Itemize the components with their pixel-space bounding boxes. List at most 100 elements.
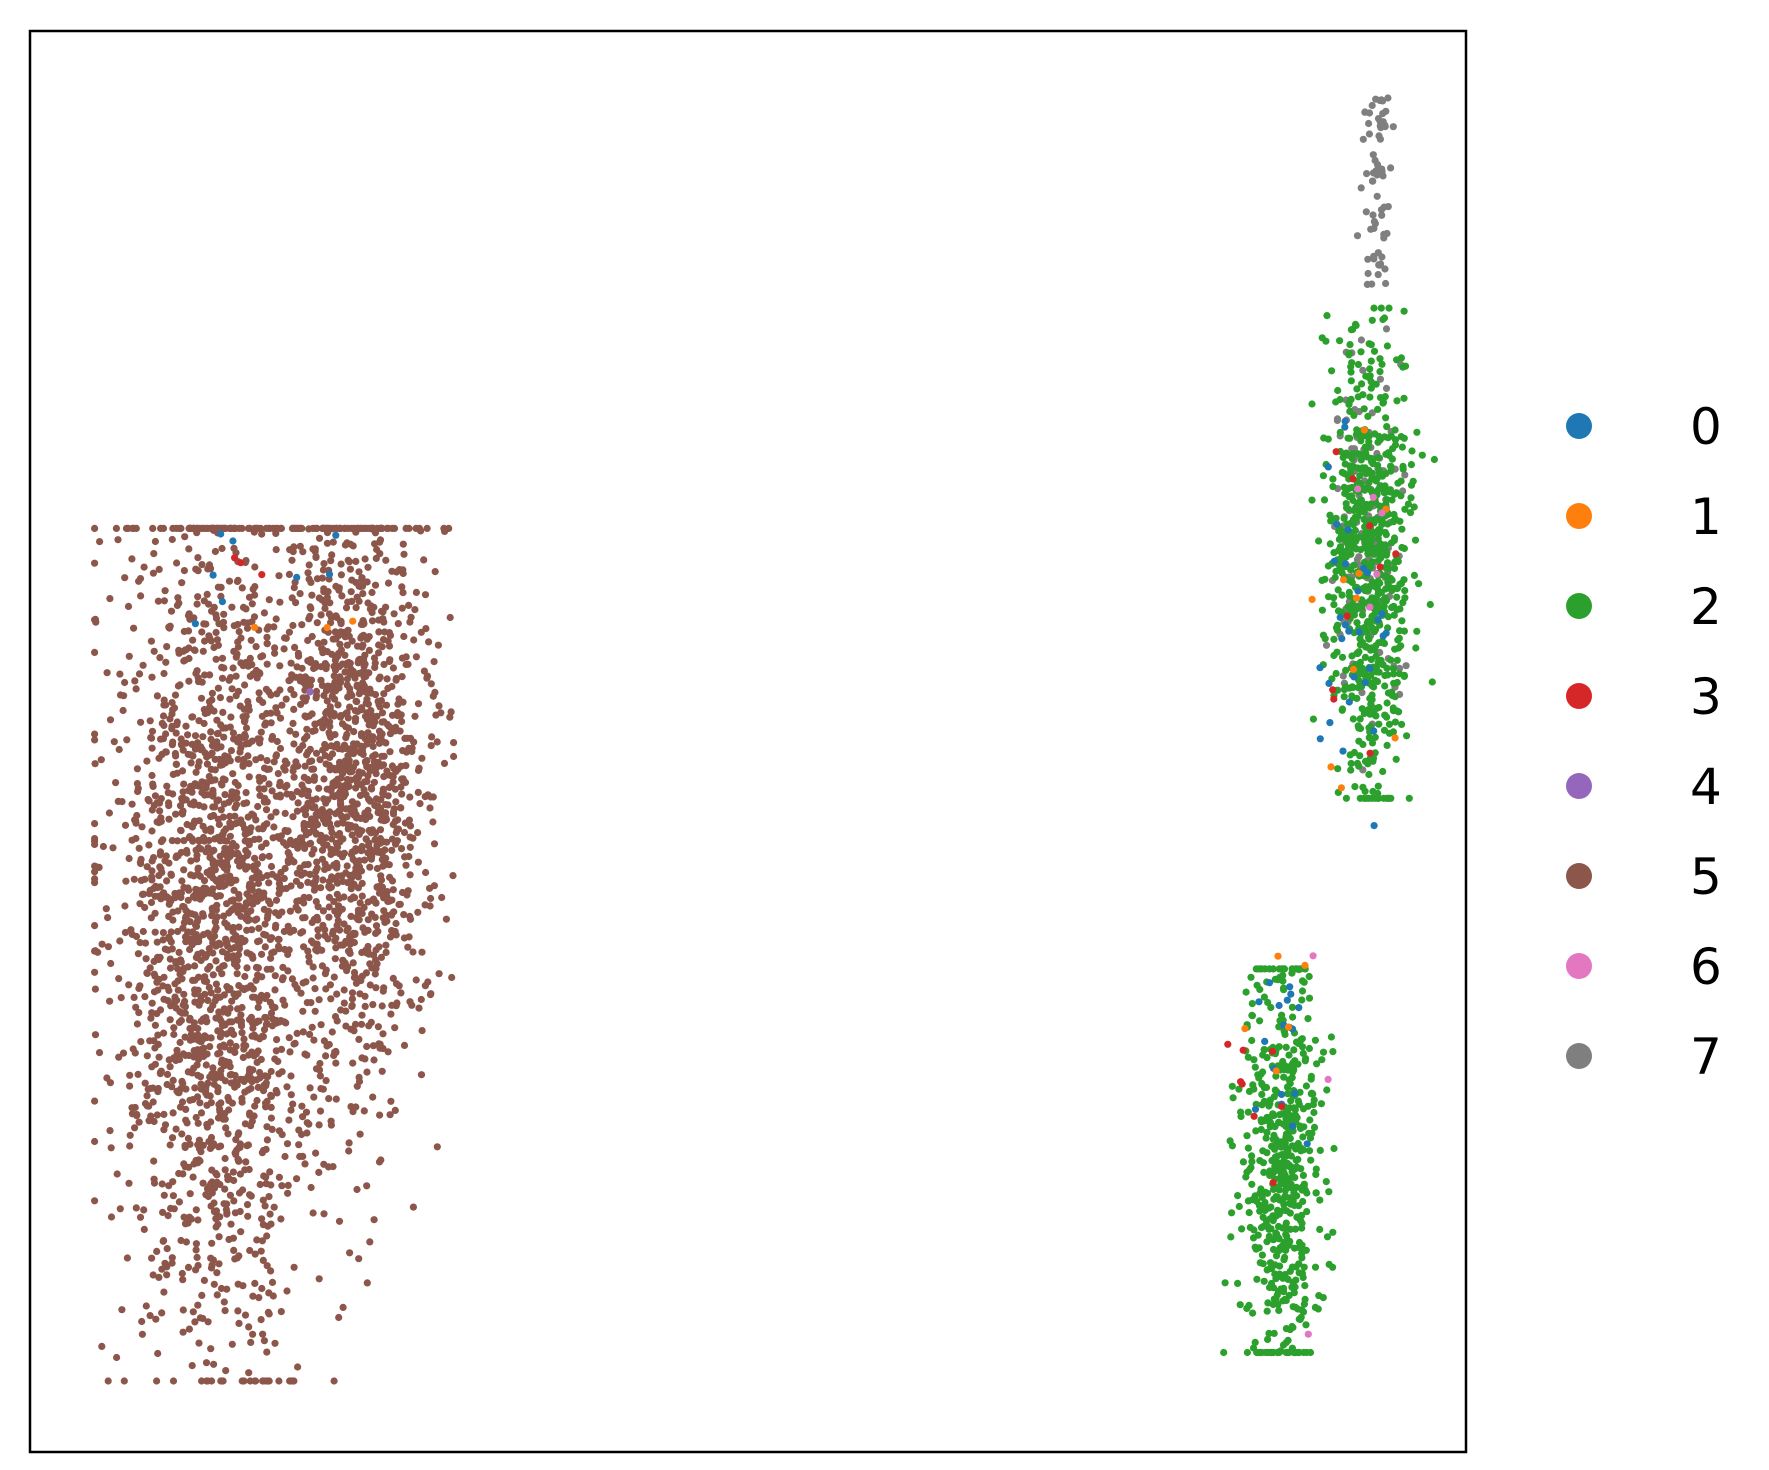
point-series-5 (325, 1095, 332, 1102)
point-series-7 (1375, 271, 1382, 278)
point-series-5 (427, 990, 434, 997)
point-series-5 (436, 970, 443, 977)
point-series-5 (204, 997, 211, 1004)
point-series-5 (425, 638, 432, 645)
point-series-5 (194, 593, 201, 600)
point-series-5 (195, 1120, 202, 1127)
point-series-5 (386, 784, 393, 791)
point-series-5 (263, 1021, 270, 1028)
point-series-5 (405, 853, 412, 860)
point-series-5 (322, 820, 329, 827)
point-series-5 (147, 717, 154, 724)
point-series-5 (295, 650, 302, 657)
point-series-5 (230, 664, 237, 671)
point-series-5 (298, 1131, 305, 1138)
point-series-5 (201, 838, 208, 845)
point-series-5 (91, 841, 98, 848)
point-series-5 (258, 973, 265, 980)
point-series-5 (244, 917, 251, 924)
point-series-5 (401, 1042, 408, 1049)
point-series-5 (426, 804, 433, 811)
point-series-5 (294, 1363, 301, 1370)
point-series-5 (221, 962, 228, 969)
point-series-5 (233, 651, 240, 658)
point-series-5 (364, 564, 371, 571)
point-series-5 (275, 572, 282, 579)
point-series-1 (1274, 953, 1281, 960)
point-series-5 (263, 634, 270, 641)
point-series-2 (1298, 1225, 1305, 1232)
point-series-5 (190, 1065, 197, 1072)
point-series-2 (1261, 965, 1268, 972)
point-series-5 (267, 936, 274, 943)
point-series-5 (178, 1130, 185, 1137)
point-series-5 (413, 589, 420, 596)
point-series-5 (398, 763, 405, 770)
point-series-5 (364, 709, 371, 716)
point-series-5 (251, 1032, 258, 1039)
point-series-5 (194, 1302, 201, 1309)
point-series-5 (92, 986, 99, 993)
point-series-5 (289, 975, 296, 982)
point-series-5 (387, 1111, 394, 1118)
point-series-5 (340, 820, 347, 827)
point-series-5 (239, 821, 246, 828)
point-series-5 (209, 1064, 216, 1071)
point-series-5 (332, 944, 339, 951)
point-series-5 (220, 1042, 227, 1049)
point-series-5 (288, 1091, 295, 1098)
point-series-5 (245, 1369, 252, 1376)
point-series-5 (289, 1377, 296, 1384)
point-series-3 (1240, 1047, 1247, 1054)
point-series-2 (1289, 1014, 1296, 1021)
point-series-5 (160, 1238, 167, 1245)
point-series-3 (1270, 1179, 1277, 1186)
point-series-5 (205, 1318, 212, 1325)
point-series-2 (1350, 543, 1357, 550)
point-series-7 (1365, 270, 1372, 277)
point-series-5 (316, 594, 323, 601)
point-series-5 (160, 996, 167, 1003)
point-series-5 (249, 1293, 256, 1300)
point-series-5 (349, 995, 356, 1002)
point-series-2 (1330, 601, 1337, 608)
point-series-5 (92, 760, 99, 767)
point-series-5 (92, 1031, 99, 1038)
point-series-5 (254, 803, 261, 810)
point-series-5 (304, 569, 311, 576)
point-series-7 (1368, 281, 1375, 288)
point-series-5 (142, 940, 149, 947)
point-series-5 (312, 727, 319, 734)
point-series-2 (1253, 1198, 1260, 1205)
point-series-5 (202, 1191, 209, 1198)
point-series-5 (447, 614, 454, 621)
point-series-5 (182, 914, 189, 921)
point-series-5 (334, 701, 341, 708)
point-series-5 (174, 837, 181, 844)
point-series-2 (1279, 977, 1286, 984)
point-series-5 (356, 598, 363, 605)
point-series-5 (392, 727, 399, 734)
point-series-5 (303, 694, 310, 701)
point-series-5 (363, 1182, 370, 1189)
point-series-2 (1271, 1330, 1278, 1337)
point-series-5 (376, 1045, 383, 1052)
point-series-5 (127, 1132, 134, 1139)
point-series-1 (1340, 576, 1347, 583)
point-series-5 (192, 1266, 199, 1273)
point-series-2 (1390, 680, 1397, 687)
point-series-5 (126, 1083, 133, 1090)
point-series-2 (1362, 795, 1369, 802)
point-series-5 (163, 783, 170, 790)
point-series-2 (1341, 686, 1348, 693)
point-series-5 (324, 935, 331, 942)
point-series-5 (381, 817, 388, 824)
point-series-5 (238, 525, 245, 532)
point-series-5 (148, 827, 155, 834)
point-series-7 (1360, 136, 1367, 143)
point-series-5 (256, 669, 263, 676)
point-series-2 (1302, 1296, 1309, 1303)
point-series-5 (241, 681, 248, 688)
point-series-2 (1347, 767, 1354, 774)
point-series-5 (206, 984, 213, 991)
